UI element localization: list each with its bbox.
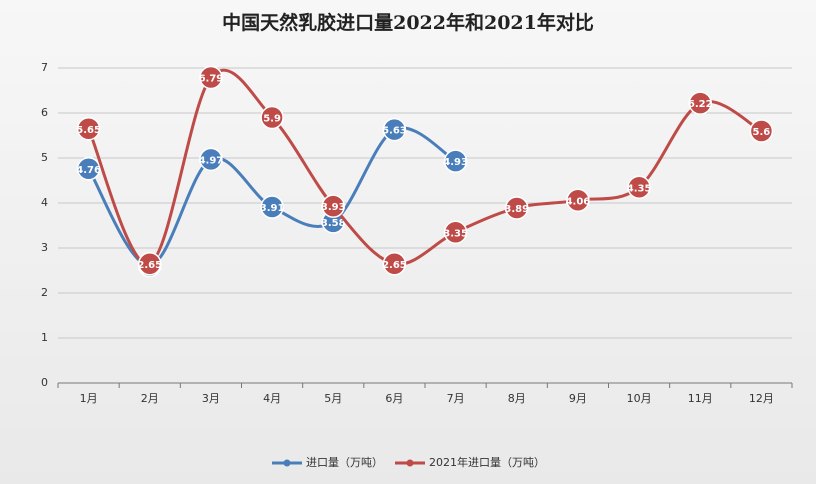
point: [199, 65, 223, 90]
legend-label: 2021年进口量（万吨）: [429, 455, 545, 469]
point: [566, 188, 590, 213]
data-label: 4.06: [566, 196, 591, 207]
legend-marker: [283, 459, 291, 467]
data-label: 4.93: [443, 157, 468, 168]
point: [138, 252, 162, 276]
x-tick-label: 10月: [627, 392, 652, 405]
data-label: 5.65: [76, 125, 101, 136]
data-label: 5.9: [263, 114, 281, 125]
chart-title: 中国天然乳胶进口量2022年和2021年对比: [222, 11, 594, 34]
x-tick-label: 2月: [141, 392, 159, 405]
point: [443, 220, 468, 244]
data-label: 3.93: [321, 202, 346, 213]
point: [199, 147, 223, 172]
x-tick-label: 3月: [202, 392, 220, 405]
y-tick-label: 0: [41, 376, 48, 389]
x-tick-label: 1月: [80, 392, 98, 405]
y-tick-label: 4: [41, 196, 48, 209]
y-tick-label: 3: [41, 241, 48, 254]
x-tick-label: 7月: [447, 392, 465, 405]
data-label: 3.91: [260, 203, 285, 214]
legend-label: 进口量（万吨）: [306, 456, 383, 469]
data-label: 3.89: [504, 204, 529, 215]
x-tick-label: 8月: [508, 392, 526, 405]
data-label: 5.63: [382, 126, 407, 137]
x-tick-label: 11月: [688, 392, 713, 405]
data-label: 5.6: [753, 127, 771, 138]
point: [382, 117, 407, 142]
data-label: 4.97: [199, 155, 224, 166]
data-label: 4.76: [76, 165, 101, 176]
data-label: 2.65: [137, 260, 162, 271]
point: [688, 91, 712, 115]
point: [260, 195, 284, 219]
y-tick-label: 7: [41, 61, 48, 74]
point: [76, 117, 101, 141]
data-label: 3.58: [321, 218, 346, 229]
y-tick-label: 6: [41, 106, 48, 119]
point: [505, 196, 529, 220]
y-tick-label: 2: [41, 286, 48, 299]
x-tick-label: 9月: [569, 392, 587, 405]
y-tick-label: 5: [41, 151, 48, 164]
y-tick-label: 1: [41, 331, 48, 344]
data-label: 2.65: [382, 260, 407, 271]
series-line: [87, 68, 763, 266]
x-tick-label: 12月: [749, 392, 774, 405]
point: [321, 194, 345, 218]
point: [749, 119, 774, 143]
point: [627, 175, 651, 199]
data-label: 4.35: [627, 183, 652, 194]
data-label: 6.22: [688, 99, 713, 110]
point: [76, 157, 101, 181]
point: [260, 105, 284, 130]
point: [382, 252, 407, 276]
legend-marker: [406, 459, 414, 467]
data-label: 3.35: [443, 228, 468, 239]
x-tick-label: 4月: [263, 392, 281, 405]
x-tick-label: 5月: [324, 392, 342, 405]
data-label: 6.79: [199, 73, 224, 84]
point: [443, 149, 468, 173]
x-tick-label: 6月: [385, 392, 403, 405]
